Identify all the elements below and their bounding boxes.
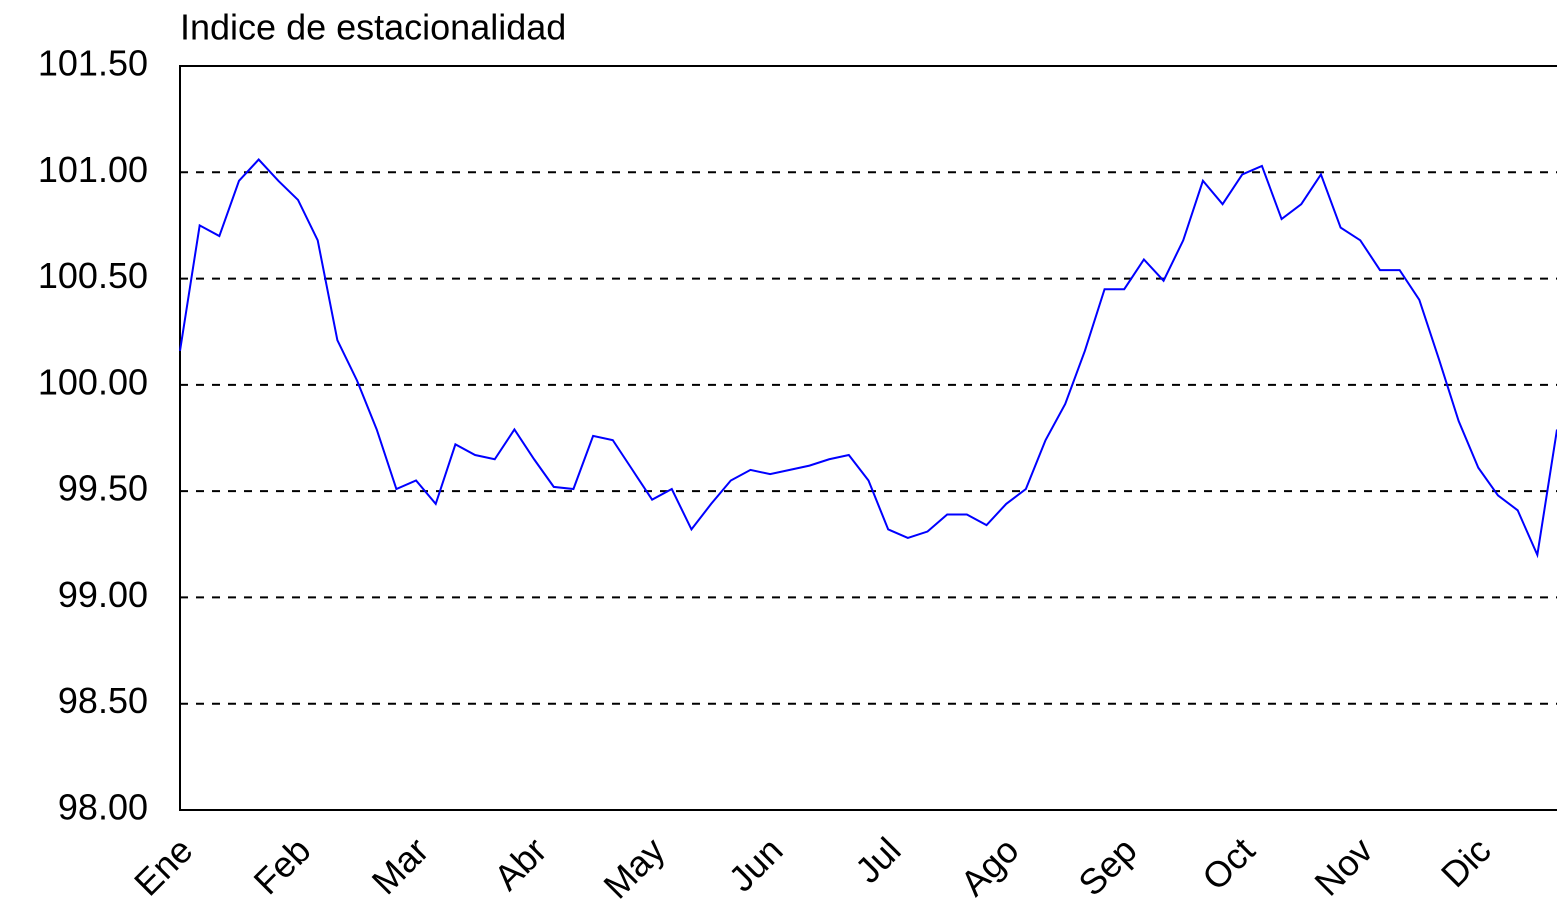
plot-frame — [179, 65, 1557, 811]
y-tick-label: 101.50 — [38, 43, 148, 84]
y-tick-label: 100.00 — [38, 361, 148, 402]
x-tick-label: Ene — [126, 829, 200, 903]
x-tick-label: Ago — [952, 829, 1026, 903]
x-tick-label: Dic — [1433, 829, 1499, 895]
x-tick-label: Feb — [246, 829, 319, 902]
y-tick-label: 98.00 — [58, 787, 148, 828]
x-tick-label: Jul — [847, 829, 909, 891]
x-tick-label: Abr — [486, 829, 555, 898]
chart-title: Indice de estacionalidad — [180, 7, 566, 48]
y-tick-label: 99.00 — [58, 574, 148, 615]
x-tick-label: Mar — [364, 829, 437, 902]
x-tick-label: May — [595, 829, 672, 906]
line-series — [179, 158, 1557, 559]
y-tick-label: 98.50 — [58, 680, 148, 721]
x-tick-label: Jun — [720, 829, 790, 899]
x-tick-label: Sep — [1070, 829, 1144, 903]
y-tick-label: 99.50 — [58, 468, 148, 509]
x-tick-label: Oct — [1194, 829, 1263, 898]
y-tick-label: 101.00 — [38, 149, 148, 190]
y-tick-label: 100.50 — [38, 255, 148, 296]
x-tick-label: Nov — [1306, 829, 1380, 903]
